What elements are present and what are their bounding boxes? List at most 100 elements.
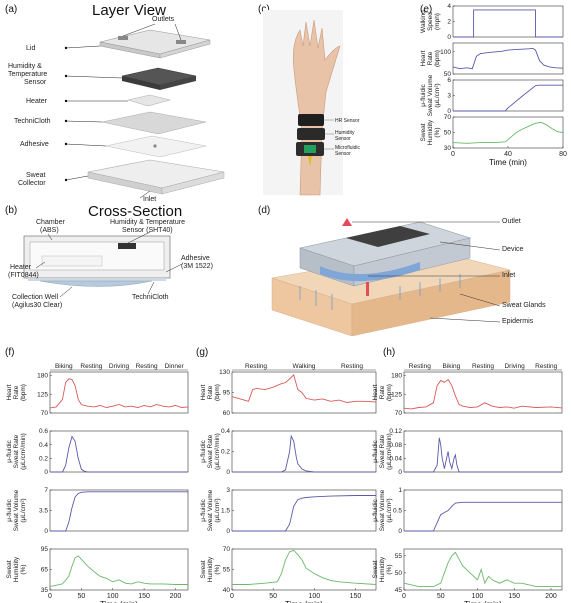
y-axis-label: Rate [379, 385, 386, 399]
y-tick-label: 0.4 [221, 428, 230, 435]
y-tick-label: 180 [391, 373, 402, 380]
series-line [403, 378, 563, 410]
panel-h-letter: (h) [383, 347, 396, 358]
x-tick-label: 80 [559, 151, 567, 158]
y-axis-label: Walking [420, 10, 427, 33]
y-tick-label: 35 [41, 587, 49, 594]
y-axis-label: Sweat Volume [427, 74, 434, 116]
y-tick-label: 0 [226, 528, 230, 535]
y-tick-label: 0.2 [221, 449, 230, 456]
label-lid: Lid [26, 45, 36, 52]
series-line [49, 555, 188, 588]
y-axis-label: Heart [420, 50, 427, 66]
y-tick-label: 0 [398, 469, 402, 476]
x-tick-label: 0 [48, 593, 52, 600]
series-line [404, 437, 562, 473]
plot-frame [403, 489, 563, 532]
series-line [232, 495, 376, 532]
series-line [231, 374, 377, 403]
x-tick-label: 200 [545, 593, 557, 600]
panel-b-letter: (b) [5, 205, 18, 216]
y-tick-label: 0.12 [389, 428, 402, 435]
y-tick-label: 6 [447, 77, 451, 84]
y-axis-label: Humidity [427, 119, 434, 145]
y-tick-label: 3.5 [39, 508, 48, 515]
label-abs: (ABS) [40, 227, 59, 234]
x-tick-label: 150 [138, 593, 150, 600]
x-tick-label: 100 [107, 593, 119, 600]
y-tick-label: 70 [223, 546, 231, 553]
y-axis-label: Sweat Volume [207, 489, 214, 531]
y-axis-label: (μL/cm²) [386, 498, 393, 522]
y-tick-label: 125 [391, 391, 402, 398]
y-axis-label: Speed [427, 12, 434, 31]
series-line [232, 434, 376, 473]
y-axis-label: μ-fluidic [6, 498, 13, 521]
y-axis-label: (bpm) [20, 384, 27, 401]
label-technicloth: TechniCloth [14, 118, 51, 125]
label-heater: Heater [26, 98, 48, 105]
y-axis-label: (%) [20, 564, 27, 574]
y-axis-label: Heart [372, 384, 379, 400]
panel-f-letter: (f) [5, 347, 15, 358]
label-hr-sensor: HR Sensor [335, 118, 360, 124]
label-sweat: Sweat [26, 172, 46, 179]
y-tick-label: 3 [447, 93, 451, 100]
x-axis-label: Time (min) [100, 600, 138, 603]
label-inlet: Inlet [143, 196, 157, 203]
y-axis-label: Sweat [372, 560, 379, 578]
label-humidity-2: Temperature [8, 71, 48, 78]
activity-label: Resting [80, 363, 102, 370]
panel-e-letter: (e) [420, 4, 433, 15]
panel-d-letter: (d) [258, 205, 271, 216]
y-axis-label: μ-fluidic [372, 498, 379, 521]
activity-label: Resting [245, 363, 267, 370]
y-axis-label: (bpm) [386, 384, 393, 401]
x-tick-label: 200 [170, 593, 182, 600]
activity-label: Dinner [165, 363, 185, 370]
label-sht-2: Sensor (SHT40) [122, 227, 173, 234]
y-axis-label: Rate [207, 385, 214, 399]
x-tick-label: 0 [402, 593, 406, 600]
plot-frame [403, 548, 563, 591]
y-axis-label: Sweat Volume [13, 489, 20, 531]
y-tick-label: 45 [395, 587, 403, 594]
y-axis-label: (%) [214, 564, 221, 574]
label-d-inlet: Inlet [502, 272, 516, 279]
label-humidity-1: Humidity & [8, 63, 42, 70]
y-tick-label: 0 [226, 469, 230, 476]
label-outlets: Outlets [152, 16, 175, 23]
y-axis-label: Sweat Volume [379, 489, 386, 531]
y-axis-label: (μL/cm²/min) [214, 433, 221, 470]
y-axis-label: (μL/cm²) [214, 498, 221, 522]
y-tick-label: 3 [226, 487, 230, 494]
y-axis-label: μ-fluidic [372, 439, 379, 462]
y-axis-label: Humidity [379, 556, 386, 582]
y-tick-label: 0 [398, 528, 402, 535]
x-tick-label: 150 [508, 593, 520, 600]
panel-a-title: Layer View [92, 2, 166, 19]
y-tick-label: 0.08 [389, 442, 402, 449]
x-tick-label: 50 [437, 593, 445, 600]
x-tick-label: 40 [504, 151, 512, 158]
label-3m: (3M 1522) [181, 263, 213, 270]
label-agilus: (Agilus30 Clear) [12, 302, 63, 309]
series-line [49, 378, 189, 409]
series-line [232, 549, 377, 585]
y-axis-label: Humidity [13, 556, 20, 582]
label-outlet: Outlet [502, 218, 521, 225]
series-line [452, 47, 564, 70]
y-tick-label: 7 [44, 487, 48, 494]
y-axis-label: μ-fluidic [6, 439, 13, 462]
y-tick-label: 180 [37, 373, 48, 380]
y-tick-label: 30 [444, 145, 452, 152]
y-axis-label: (%) [434, 127, 441, 137]
y-axis-label: (μL/cm²) [434, 83, 441, 107]
y-axis-label: Sweat Rate [207, 434, 214, 468]
activity-label: Resting [535, 363, 557, 370]
y-tick-label: 1.5 [221, 508, 230, 515]
label-b-technicloth: TechniCloth [132, 294, 169, 301]
x-axis-label: Time (min) [285, 600, 323, 603]
